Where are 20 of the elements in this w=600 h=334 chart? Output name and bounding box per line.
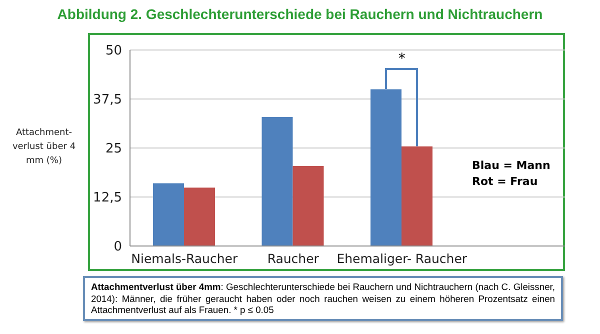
- y-tick-label: 25: [105, 142, 122, 157]
- y-tick-label: 50: [105, 44, 122, 59]
- text: Attachmentverlust über 4mm: [91, 281, 221, 292]
- text: Blau = Mann: [472, 158, 550, 174]
- annotation: *: [397, 51, 406, 68]
- y-axis-title: Attachment-verlust über 4 mm (%): [11, 127, 77, 168]
- chart-title: Abbildung 2. Geschlechterunterschiede bei Rauchern und Nichtrauchern: [56, 6, 544, 22]
- bar: [402, 146, 432, 246]
- x-tick-label: Niemals-Raucher: [131, 250, 238, 266]
- bar: [262, 117, 293, 246]
- x-tick-label: Ehemaliger- Raucher: [336, 250, 468, 266]
- y-tick-label: 12,5: [93, 190, 122, 206]
- bar: [370, 89, 402, 246]
- y-tick-label: 37,5: [93, 92, 122, 108]
- text: Rot = Frau: [472, 174, 539, 190]
- bar: [292, 166, 324, 246]
- bar: [153, 183, 184, 246]
- bar: [184, 188, 215, 246]
- x-tick-label: Raucher: [267, 250, 320, 266]
- y-tick-label: 0: [114, 240, 122, 255]
